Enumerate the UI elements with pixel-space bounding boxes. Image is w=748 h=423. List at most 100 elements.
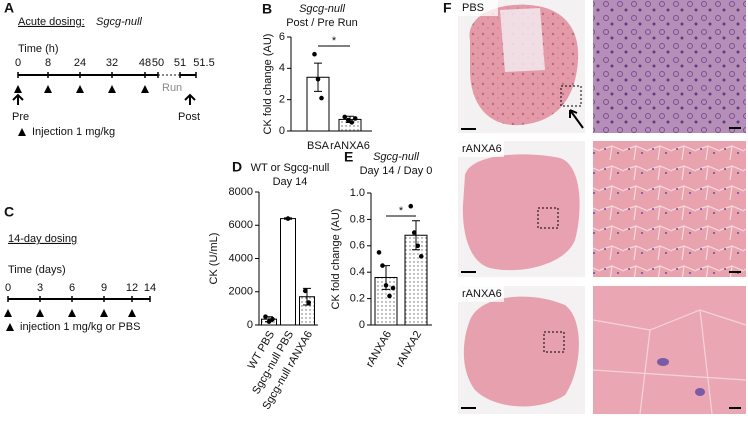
timeline-tick-label: 24 (74, 57, 86, 69)
zoom-box (543, 331, 565, 353)
x-tick-label: BSA (307, 140, 330, 152)
run-label: Run (162, 82, 182, 94)
injection-marker (108, 85, 116, 93)
zoom-box (537, 207, 559, 229)
panel-label: E (344, 149, 353, 165)
tissue-section (462, 154, 580, 271)
data-point (319, 95, 324, 101)
x-tick-label: rANXA6 (364, 329, 394, 369)
data-point (411, 230, 417, 235)
sample-arrow (184, 93, 196, 105)
y-axis-label: CK (U/mL) (208, 233, 220, 285)
timeline-tick-label: 32 (106, 57, 118, 69)
tissue-section (463, 296, 579, 407)
y-tick-label: 0.4 (350, 266, 365, 278)
y-tick-label: 0.2 (350, 293, 365, 305)
significance-label: * (332, 35, 337, 47)
y-tick-label: 1.0 (350, 187, 365, 199)
label-backdrop (458, 0, 498, 16)
chart-title: Day 14 / Day 0 (360, 165, 433, 177)
data-point (315, 77, 321, 82)
image-zoom (593, 141, 746, 277)
data-point (263, 314, 268, 319)
injection-marker (44, 85, 52, 93)
data-point (306, 300, 312, 305)
label-backdrop (458, 141, 504, 157)
bar (280, 218, 296, 326)
zoom-box (560, 85, 582, 107)
y-tick-label: 4000 (229, 252, 253, 264)
data-point (390, 285, 396, 291)
data-point (376, 250, 382, 255)
data-point (302, 288, 308, 294)
significance-label: * (399, 205, 404, 217)
timeline-tick-label: 50 (152, 57, 164, 69)
image-zoom (593, 286, 746, 414)
y-axis-label: CK fold change (AU) (330, 209, 342, 310)
injection-marker (128, 309, 136, 317)
label-backdrop (458, 286, 504, 302)
legend-text: injection 1 mg/kg or PBS (20, 321, 140, 333)
row-label: rANXA6 (462, 143, 502, 155)
injection-marker (6, 323, 14, 331)
timeline-tick-label: 6 (69, 282, 75, 294)
heading: 14-day dosing (8, 233, 77, 245)
data-point (352, 116, 358, 121)
heading-model: Sgcg-null (96, 16, 142, 28)
y-tick-label: 8000 (229, 186, 253, 198)
y-tick-label: 0 (279, 125, 285, 137)
data-point (312, 51, 317, 57)
injection-marker (141, 85, 149, 93)
nuclei-cluster (657, 358, 669, 366)
timeline-tick-label: 48 (139, 57, 151, 69)
panel-label: B (262, 1, 272, 17)
injection-marker (14, 85, 22, 93)
chart-title: Sgcg-null (373, 151, 419, 163)
panel-label: A (4, 0, 14, 16)
data-point (342, 114, 348, 120)
axis-label: Time (h) (18, 43, 59, 55)
panel-label: C (4, 204, 14, 220)
data-point (418, 254, 424, 259)
y-tick-label: 4 (279, 62, 285, 74)
data-point (349, 120, 355, 125)
chart-title: Day 14 (273, 176, 308, 188)
injection-marker (18, 128, 26, 136)
timeline-tick-label: 51.5 (193, 57, 214, 69)
x-tick-label: rANXA2 (394, 329, 424, 369)
chart-title: Post / Pre Run (286, 17, 358, 29)
y-tick-label: 2000 (229, 286, 253, 298)
histology-images (458, 0, 747, 415)
data-point (383, 283, 389, 288)
y-axis-label: CK fold change (AU) (262, 34, 274, 135)
y-tick-label: 2 (279, 94, 285, 106)
data-point (387, 293, 392, 299)
sample-arrow (12, 93, 24, 105)
data-point (345, 117, 351, 123)
x-tick-label: rANXA6 (330, 140, 370, 152)
timeline-tick-label: 9 (101, 282, 107, 294)
data-point (266, 319, 272, 324)
injection-marker (68, 309, 76, 317)
timeline-tick-label: 12 (126, 282, 138, 294)
data-point (415, 243, 421, 249)
data-point (380, 263, 385, 268)
nuclei-cluster (695, 388, 705, 396)
pre-label: Pre (12, 111, 29, 123)
post-label: Post (178, 111, 200, 123)
data-point (285, 216, 291, 221)
y-tick-label: 0.8 (350, 213, 365, 225)
data-point (270, 316, 275, 322)
panel-label: D (232, 159, 242, 175)
injection-marker (100, 309, 108, 317)
row-label: rANXA6 (462, 288, 502, 300)
timeline-tick-label: 14 (144, 282, 156, 294)
chart-title: WT or Sgcg-null (251, 162, 330, 174)
tissue-damage (500, 8, 545, 72)
injection-marker (4, 309, 12, 317)
fiber-borders (592, 309, 747, 415)
injection-marker (36, 309, 44, 317)
heading: Acute dosing: (18, 16, 85, 28)
row-label: PBS (462, 2, 484, 14)
